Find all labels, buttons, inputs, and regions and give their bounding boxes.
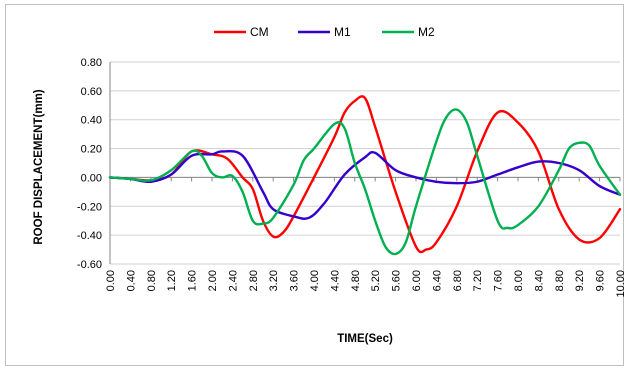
x-tick-label: 8.80 <box>554 270 566 291</box>
y-tick-label: 0.80 <box>81 57 102 69</box>
y-tick-label: -0.40 <box>77 230 102 242</box>
x-tick-label: 1.20 <box>166 270 178 291</box>
x-tick-label: 6.40 <box>431 270 443 291</box>
series-lines <box>108 95 622 256</box>
x-tick-label: 9.20 <box>574 270 586 291</box>
x-tick-label: 1.60 <box>187 270 199 291</box>
x-tick-label: 7.60 <box>493 270 505 291</box>
y-tick-label: -0.20 <box>77 201 102 213</box>
x-tick-label: 5.20 <box>370 270 382 291</box>
x-tick-label: 2.40 <box>227 270 239 291</box>
x-tick-label: 10.00 <box>615 270 627 298</box>
x-tick-label: 0.40 <box>125 270 137 291</box>
x-tick-label: 0.00 <box>105 270 117 291</box>
x-tick-label: 5.60 <box>391 270 403 291</box>
legend: CM M1 M2 <box>214 25 435 39</box>
x-tick-label: 7.20 <box>472 270 484 291</box>
y-tick-label: 0.20 <box>81 144 102 156</box>
y-tick-label: -0.60 <box>77 259 102 271</box>
x-tick-label: 3.60 <box>289 270 301 291</box>
x-tick-label: 4.80 <box>350 270 362 291</box>
x-tick-label: 3.20 <box>268 270 280 291</box>
x-axis-title: TIME(Sec) <box>337 333 393 345</box>
chart-area <box>5 4 624 366</box>
series-line-m2 <box>108 108 622 256</box>
legend-label-m2: M2 <box>418 25 435 39</box>
x-tick-label: 4.00 <box>309 270 321 291</box>
x-tick-label: 8.00 <box>513 270 525 291</box>
x-tick-label: 9.60 <box>595 270 607 291</box>
x-tick-label: 2.80 <box>248 270 260 291</box>
y-tick-label: 0.40 <box>81 115 102 127</box>
x-tick-label: 4.40 <box>329 270 341 291</box>
legend-label-m1: M1 <box>334 25 351 39</box>
series-line-m1 <box>108 149 622 220</box>
x-tick-label: 8.40 <box>533 270 545 291</box>
y-tick-label: 0.00 <box>81 172 102 184</box>
legend-label-cm: CM <box>250 25 269 39</box>
x-tick-label: 2.00 <box>207 270 219 291</box>
axes <box>109 62 621 264</box>
y-axis-title: ROOF DISPLACEMENT(mm) <box>33 89 45 244</box>
gridlines <box>110 61 620 265</box>
y-tick-label: 0.60 <box>81 86 102 98</box>
x-tick-label: 0.80 <box>146 270 158 291</box>
tick-labels: -0.60 -0.40 -0.20 0.00 0.20 0.40 0.60 0.80 0.00 0… <box>77 57 627 298</box>
x-tick-label: 6.00 <box>411 270 423 291</box>
x-tick-label: 6.80 <box>452 270 464 291</box>
